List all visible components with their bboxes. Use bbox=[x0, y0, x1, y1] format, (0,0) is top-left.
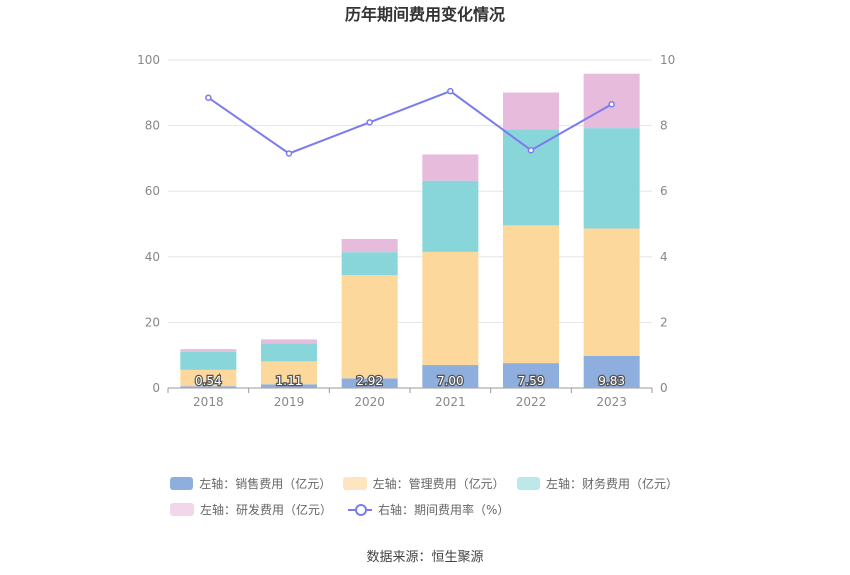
bar-data-label: 7.59 bbox=[518, 374, 545, 388]
bar-segment bbox=[261, 339, 317, 344]
bar-segment bbox=[503, 225, 559, 364]
x-tick-label: 2022 bbox=[516, 395, 547, 409]
bar-segment bbox=[261, 361, 317, 385]
y-right-tick-label: 0 bbox=[660, 381, 668, 395]
rate-line bbox=[207, 90, 613, 155]
bar-segment bbox=[180, 351, 237, 370]
rate-point bbox=[285, 150, 293, 157]
chart-title: 历年期间费用变化情况 bbox=[345, 5, 505, 24]
bar-data-label: 9.83 bbox=[598, 374, 625, 388]
legend-swatch-sales bbox=[170, 476, 194, 490]
bar-segment bbox=[180, 369, 237, 387]
bar-segment bbox=[341, 378, 398, 388]
legend-swatch-admin bbox=[343, 476, 367, 490]
x-tick-label: 2023 bbox=[596, 395, 627, 409]
y-right-tick-label: 4 bbox=[660, 250, 668, 264]
legend-label-finance: 左轴：财务费用（亿元） bbox=[545, 476, 678, 491]
rate-point bbox=[366, 119, 373, 126]
bar-data-label: 7.00 bbox=[437, 374, 464, 388]
y-left-tick-label: 100 bbox=[137, 53, 160, 67]
y-left-tick-label: 60 bbox=[145, 184, 160, 198]
bar-segment bbox=[180, 386, 237, 388]
bar-segment bbox=[503, 129, 559, 226]
legend-label-rate: 右轴：期间费用率（%） bbox=[378, 502, 510, 517]
bar-data-label: 2.92 bbox=[356, 374, 383, 388]
bar-segment bbox=[341, 239, 398, 253]
chart-source: 数据来源：恒生聚源 bbox=[366, 550, 484, 565]
rate-point bbox=[527, 146, 535, 154]
legend-label-rnd: 左轴：研发费用（亿元） bbox=[200, 502, 333, 517]
bar-segment bbox=[261, 343, 317, 362]
y-left-tick-label: 0 bbox=[152, 381, 160, 395]
y-right-tick-label: 6 bbox=[660, 184, 668, 198]
legend-row-1: 左轴：销售费用（亿元） 左轴：管理费用（亿元） 左轴：财务费用（亿元） bbox=[170, 472, 690, 494]
bar-segment bbox=[422, 180, 479, 252]
y-right-tick-label: 8 bbox=[660, 119, 668, 133]
legend-label-admin: 左轴：管理费用（亿元） bbox=[372, 476, 505, 491]
bar-data-label: 0.54 bbox=[195, 374, 222, 388]
legend-item-sales[interactable]: 左轴：销售费用（亿元） bbox=[170, 475, 332, 492]
legend-label-sales: 左轴：销售费用（亿元） bbox=[199, 476, 332, 491]
y-left-tick-label: 20 bbox=[145, 315, 160, 329]
bar-segment bbox=[422, 154, 479, 181]
legend-item-rate[interactable]: 右轴：期间费用率（%） bbox=[348, 501, 509, 518]
legend-item-rnd[interactable]: 左轴：研发费用（亿元） bbox=[170, 501, 332, 518]
legend-swatch-rnd bbox=[170, 502, 194, 516]
bar-segment bbox=[422, 365, 479, 388]
x-tick-label: 2020 bbox=[354, 395, 385, 409]
legend-item-finance[interactable]: 左轴：财务费用（亿元） bbox=[516, 475, 678, 492]
legend-swatch-finance bbox=[516, 476, 540, 490]
legend-item-admin[interactable]: 左轴：管理费用（亿元） bbox=[343, 475, 505, 492]
y-right-tick-label: 10 bbox=[660, 53, 675, 67]
bar-segment bbox=[583, 73, 640, 129]
bar-segment bbox=[503, 92, 559, 130]
bar-segment bbox=[422, 251, 479, 366]
bar-segment bbox=[341, 275, 398, 379]
rate-point bbox=[608, 101, 615, 108]
legend-line-icon bbox=[348, 503, 373, 516]
bar-segment bbox=[583, 228, 640, 356]
rate-point bbox=[205, 94, 212, 101]
y-left-tick-label: 40 bbox=[145, 250, 160, 264]
x-tick-label: 2018 bbox=[193, 395, 224, 409]
bar-segment bbox=[261, 384, 317, 388]
legend: 左轴：销售费用（亿元） 左轴：管理费用（亿元） 左轴：财务费用（亿元） 左轴：研… bbox=[170, 472, 690, 524]
bar-segment bbox=[503, 363, 559, 388]
x-tick-label: 2019 bbox=[274, 395, 305, 409]
rate-point bbox=[447, 87, 454, 95]
bar-segment bbox=[341, 252, 398, 276]
bar-segment bbox=[583, 128, 640, 229]
y-left-tick-label: 80 bbox=[145, 119, 160, 133]
legend-row-2: 左轴：研发费用（亿元） 右轴：期间费用率（%） bbox=[170, 498, 690, 520]
bar-segment bbox=[180, 349, 237, 352]
bar-data-label: 1.11 bbox=[276, 374, 303, 388]
bar-segment bbox=[583, 355, 640, 388]
y-right-tick-label: 2 bbox=[660, 315, 668, 329]
x-tick-label: 2021 bbox=[435, 395, 466, 409]
